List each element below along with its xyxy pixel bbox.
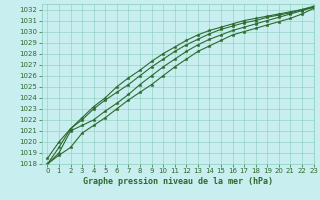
X-axis label: Graphe pression niveau de la mer (hPa): Graphe pression niveau de la mer (hPa) bbox=[83, 177, 273, 186]
